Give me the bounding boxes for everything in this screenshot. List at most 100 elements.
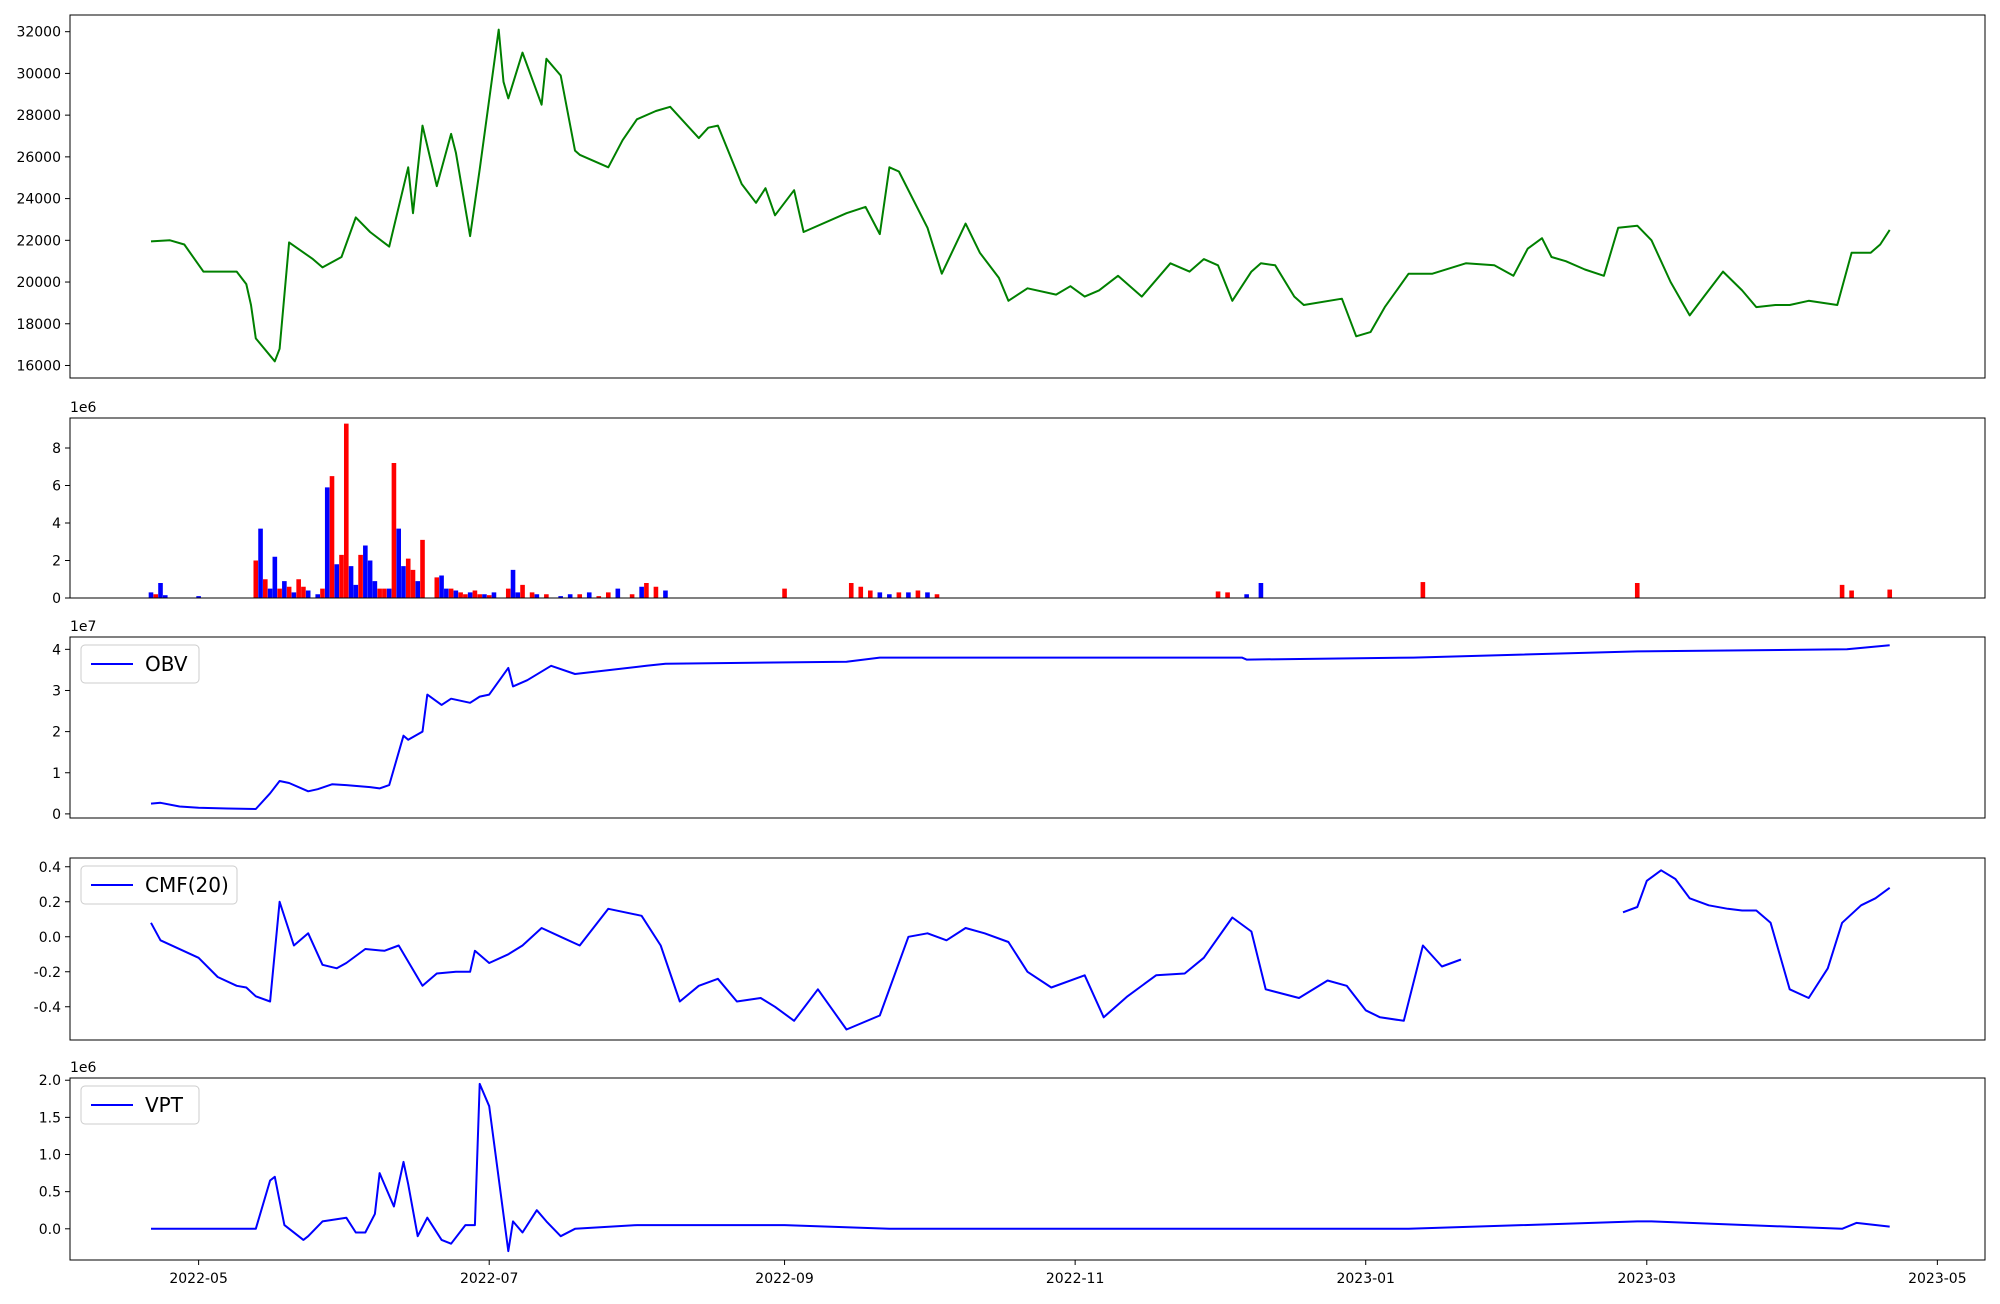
xtick-label: 2022-05 [169,1271,228,1287]
volume-bar [286,586,292,598]
cmf-axes-frame [69,857,1986,1041]
volume-bar [1634,583,1640,598]
volume-bar [401,566,406,598]
cmf-legend-label: CMF(20) [145,873,229,897]
vpt-ytick-label: 0.5 [39,1185,61,1201]
cmf-panel: -0.4 -0.2 0.0 0.2 0.4 CMF(20) [34,857,1986,1041]
price-panel: 16000 18000 20000 22000 24000 26000 28000 30000… [16,14,1986,379]
xtick-label: 2023-01 [1336,1271,1395,1287]
xtick-label: 2022-07 [460,1271,519,1287]
volume-bar [896,592,902,598]
volume-bar [372,581,378,598]
volume-bar [358,554,363,598]
price-ytick-label: 28000 [16,108,61,124]
xtick-label: 2023-03 [1618,1271,1677,1287]
volume-bar [1225,592,1230,598]
volume-bar [377,588,382,598]
volume-bar [558,596,563,598]
volume-bar [1839,584,1845,598]
volume-bar [391,463,397,598]
volume-bar [877,592,883,598]
volume-bar [510,569,516,598]
volume-bar [925,592,930,598]
volume-bar [567,594,573,598]
vpt-ytick-label: 1.0 [39,1148,61,1164]
vpt-legend-label: VPT [145,1093,184,1117]
volume-bar [162,595,168,598]
volume-bar [615,588,621,598]
obv-ytick-label: 1 [52,766,61,782]
volume-bar [353,584,359,598]
price-ytick-label: 22000 [16,233,61,249]
volume-bar [858,586,864,598]
volume-bar [520,584,525,598]
volume-axis-exponent: 1e6 [70,400,97,416]
volume-bar [934,594,940,598]
price-line [150,28,1891,363]
volume-bar [1849,590,1854,598]
vpt-axis-exponent: 1e6 [70,1060,97,1076]
price-ytick-label: 18000 [16,317,61,333]
volume-bar [386,588,392,598]
price-ytick-label: 24000 [16,192,61,208]
obv-ytick-label: 0 [52,807,61,823]
cmf-ytick-label: 0.2 [39,895,61,911]
vpt-axes-frame [69,1077,1986,1261]
obv-panel: 0 1 2 3 4 1e7 OBV [52,619,1986,823]
volume-bar [1420,582,1426,598]
volume-bar [415,581,421,598]
volume-bar [505,588,511,598]
vpt-panel: 0.0 0.5 1.0 1.5 2.0 1e6 VPT 2022-05 2022-07 2022-… [39,1060,1986,1287]
volume-bar [639,586,644,598]
price-ytick-label: 30000 [16,66,61,82]
volume-bar [339,554,344,598]
volume-bar [296,579,301,598]
volume-bar [396,528,401,598]
volume-bar [267,588,273,598]
volume-bar [644,583,649,598]
volume-bar [348,566,354,598]
xtick-label: 2023-05 [1908,1271,1967,1287]
cmf-ytick-label: -0.2 [34,965,61,981]
volume-bar [305,590,311,598]
volume-bar [448,588,454,598]
xtick-label: 2022-11 [1046,1271,1105,1287]
vpt-ytick-label: 0.0 [39,1222,61,1238]
volume-bar [482,594,487,598]
volume-bar [453,590,459,598]
volume-bar [196,596,201,598]
vpt-legend [80,1085,200,1125]
volume-bar [291,592,297,598]
obv-legend-label: OBV [145,652,188,676]
volume-bar [320,588,325,598]
volume-bar [363,545,368,598]
price-ytick-label: 16000 [16,358,61,374]
volume-bar [434,577,440,598]
volume-bar [444,588,449,598]
volume-bar [491,592,497,598]
volume-bar [367,560,373,598]
volume-bar [586,592,592,598]
volume-bar [1215,591,1221,598]
cmf-line [1622,869,1891,999]
volume-bar [529,592,535,598]
cmf-ytick-label: 0.4 [39,860,61,876]
obv-axes-frame [69,636,1986,819]
volume-bar [867,590,873,598]
volume-bar [153,594,159,598]
volume-bar [467,592,473,598]
price-ytick-label: 20000 [16,275,61,291]
xtick-label: 2022-09 [755,1271,814,1287]
volume-bar [439,575,444,598]
volume-bar [848,583,854,598]
volume-bar [605,592,611,598]
volume-bar [534,594,540,598]
volume-ytick-label: 8 [52,441,61,457]
obv-ytick-label: 2 [52,725,61,741]
volume-ytick-label: 2 [52,554,61,570]
volume-bar [477,594,482,598]
volume-bar [906,592,911,598]
cmf-ytick-label: -0.4 [34,1000,61,1016]
